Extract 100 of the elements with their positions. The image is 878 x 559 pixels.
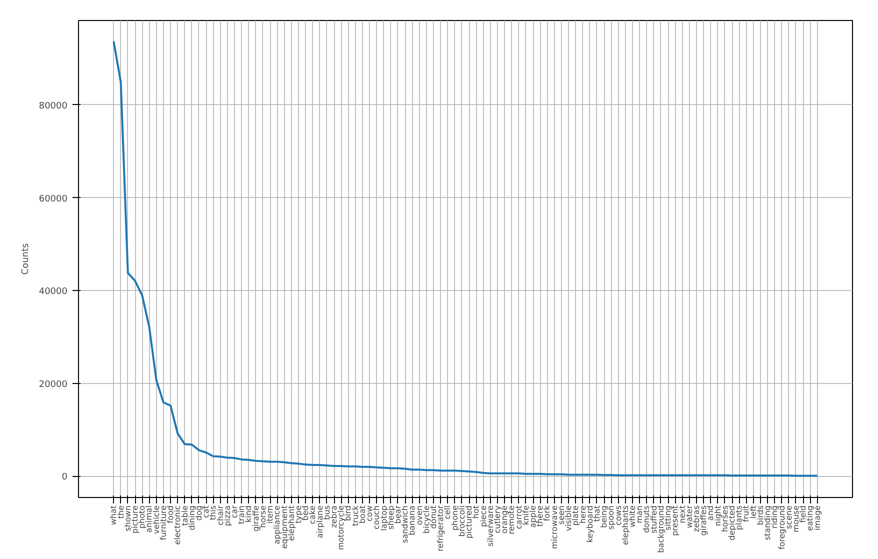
- y-tick-label: 20000: [38, 380, 68, 390]
- x-tick-label: table: [180, 505, 190, 526]
- x-tick-label: boat: [358, 505, 367, 524]
- x-tick-label: cows: [614, 505, 623, 526]
- x-tick-label: field: [798, 505, 808, 523]
- x-tick-label: type: [294, 505, 303, 524]
- x-tick-label: motorcycle: [336, 505, 346, 550]
- x-tick-label: elephant: [286, 505, 296, 541]
- x-tick-label: standing: [763, 505, 772, 540]
- x-tick-label: keyboard: [585, 505, 594, 543]
- x-tick-label: bird: [344, 505, 353, 522]
- x-tick-label: photo: [138, 505, 147, 529]
- x-tick-label: elephants: [620, 505, 630, 545]
- x-tick-label: pictured: [464, 505, 474, 539]
- x-tick-label: plate: [571, 505, 580, 526]
- x-tick-label: here: [578, 505, 588, 524]
- y-tick-label: 80000: [38, 101, 68, 112]
- x-tick-label: image: [812, 505, 822, 530]
- y-tick-label: 40000: [38, 287, 68, 298]
- x-tick-label: knife: [521, 505, 530, 526]
- x-tick-label: orange: [500, 505, 510, 534]
- x-tick-label: there: [536, 505, 545, 527]
- x-tick-label: zebras: [692, 505, 701, 532]
- x-tick-label: couch: [372, 505, 382, 530]
- x-tick-label: fork: [542, 505, 552, 522]
- x-tick-label: mouse: [791, 505, 800, 532]
- x-tick-label: present: [670, 505, 680, 536]
- x-tick-label: man: [635, 506, 644, 524]
- x-tick-label: apple: [528, 505, 538, 528]
- x-tick-label: cutlery: [492, 505, 502, 534]
- x-tick-label: and: [706, 505, 716, 521]
- x-tick-label: visible: [564, 505, 574, 532]
- x-tick-label: car: [230, 504, 240, 518]
- x-tick-label: donuts: [642, 505, 652, 533]
- x-tick-label: this: [208, 505, 218, 520]
- x-tick-label: birds: [756, 505, 765, 526]
- x-tick-label: what: [109, 505, 118, 526]
- x-tick-label: animal: [144, 505, 154, 533]
- x-tick-label: silverware: [486, 505, 495, 547]
- x-tick-label: the: [116, 505, 126, 519]
- x-tick-label: vehicle: [152, 505, 161, 534]
- x-tick-label: water: [684, 504, 694, 528]
- x-tick-label: bus: [322, 505, 332, 520]
- x-tick-label: phone: [450, 505, 460, 531]
- x-tick-label: airplane: [315, 505, 324, 538]
- x-tick-label: giraffe: [251, 505, 260, 532]
- x-tick-label: seen: [556, 505, 566, 525]
- x-tick-label: scene: [784, 505, 794, 529]
- x-tick-label: bicycle: [422, 505, 431, 534]
- x-tick-label: fruit: [742, 505, 751, 522]
- x-tick-label: banana: [408, 505, 417, 536]
- x-tick-label: plants: [734, 506, 744, 530]
- x-tick-label: bear: [393, 504, 402, 524]
- x-tick-label: sheep: [386, 505, 396, 530]
- x-tick-label: chair: [216, 504, 225, 526]
- x-tick-label: laptop: [379, 506, 388, 531]
- x-tick-label: electronic: [173, 505, 182, 545]
- x-tick-label: horses: [720, 505, 730, 532]
- x-tick-label: item: [266, 505, 275, 524]
- x-tick-label: furniture: [158, 505, 168, 540]
- x-tick-label: stuffed: [649, 505, 658, 534]
- x-tick-label: train: [237, 505, 246, 524]
- x-tick-label: broccoli: [457, 505, 466, 537]
- x-tick-label: dog: [194, 505, 204, 521]
- x-tick-label: cow: [365, 505, 374, 522]
- y-tick-label: 0: [62, 472, 68, 483]
- x-tick-label: cell: [443, 506, 452, 520]
- x-tick-label: food: [166, 505, 176, 524]
- x-tick-label: zebra: [330, 505, 339, 528]
- x-tick-label: dining: [187, 505, 196, 530]
- y-axis-title: Counts: [20, 242, 31, 275]
- x-tick-label: depicted: [728, 505, 737, 540]
- line-series: [112, 40, 818, 477]
- x-tick-label: truck: [350, 505, 360, 526]
- x-tick-label: left: [748, 505, 758, 518]
- x-tick-label: cat: [202, 506, 211, 518]
- x-tick-label: foreground: [777, 505, 786, 550]
- x-tick-label: hot: [472, 505, 481, 519]
- x-tick-label: sandwich: [400, 506, 410, 543]
- x-tick-label: white: [628, 505, 638, 528]
- x-tick-label: remote: [507, 505, 516, 534]
- x-tick-label: shown: [123, 505, 132, 532]
- x-tick-label: donut: [429, 506, 438, 529]
- x-tick-label: appliance: [272, 505, 282, 544]
- x-tick-label: that: [592, 505, 602, 522]
- x-tick-label: kind: [244, 505, 254, 523]
- x-tick-label: carrot: [514, 506, 524, 530]
- x-tick-label: giraffes: [699, 506, 708, 536]
- x-tick-label: being: [600, 505, 609, 528]
- x-tick-label: eating: [806, 505, 815, 531]
- x-tick-label: cake: [308, 505, 318, 524]
- x-tick-label: background: [656, 505, 666, 553]
- x-tick-label: equipment: [280, 505, 289, 549]
- x-tick-label: oven: [414, 505, 424, 526]
- x-tick-label: next: [678, 505, 687, 524]
- x-tick-label: riding: [770, 505, 780, 528]
- x-tick-label: bed: [301, 506, 310, 521]
- y-tick-label: 60000: [38, 194, 68, 204]
- x-tick-label: picture: [130, 505, 140, 534]
- x-tick-label: piece: [478, 505, 488, 528]
